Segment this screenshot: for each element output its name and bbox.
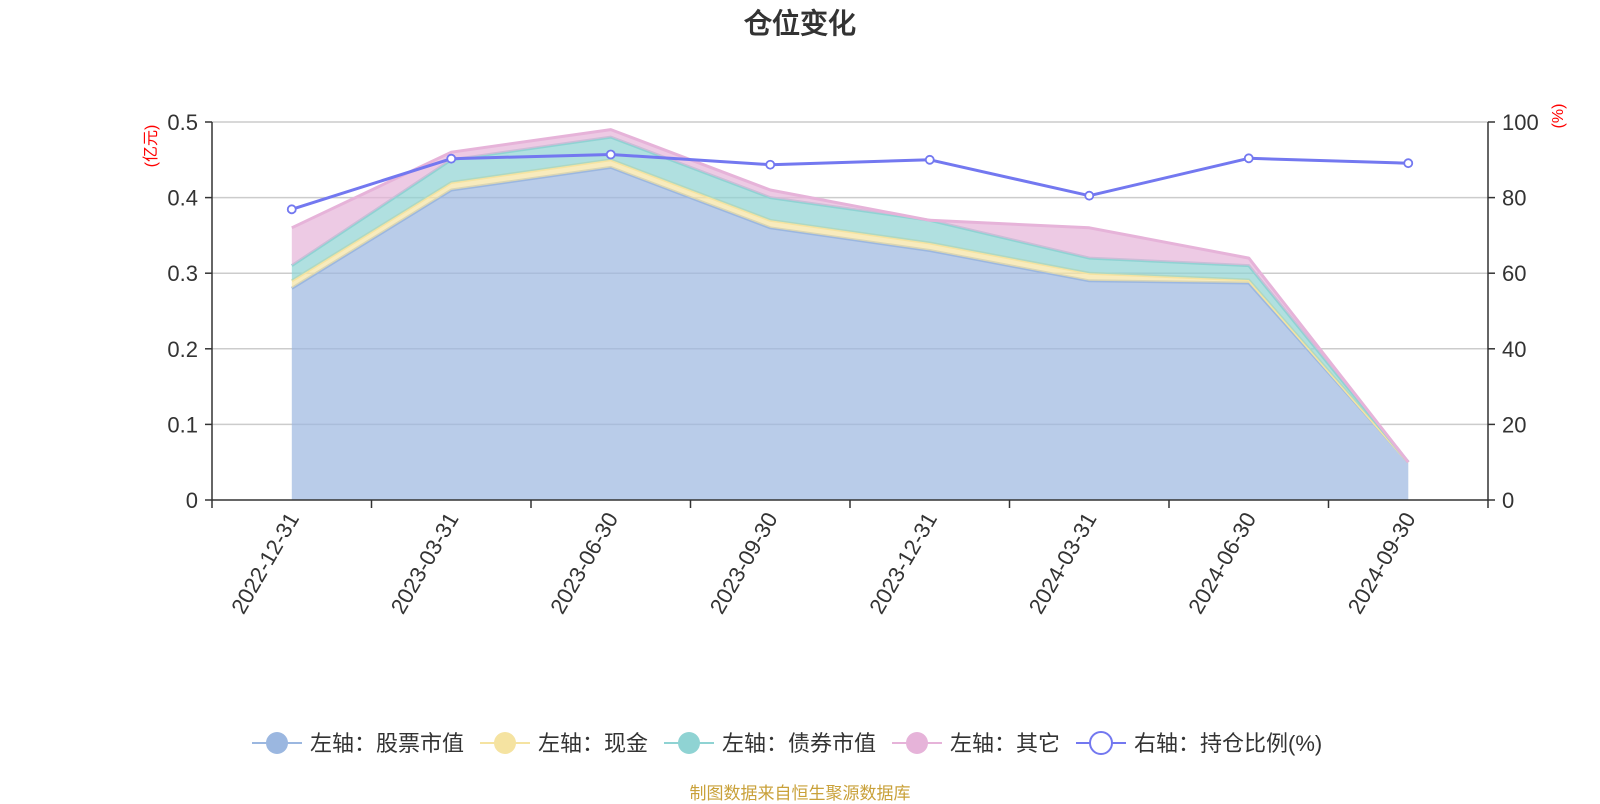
legend-item: 右轴：持仓比例(%) [1076,731,1322,756]
area-series-top-line-3 [291,128,1410,464]
legend-label: 左轴：其它 [950,731,1060,756]
x-axis-tick-label: 2023-06-30 [545,508,623,618]
x-axis-tick-label: 2023-03-31 [386,508,464,618]
ratio-point [446,153,457,164]
ratio-point [1403,158,1414,169]
left-axis-tick-label: 0.3 [167,261,198,286]
ratio-point [605,149,616,160]
legend-label: 左轴：现金 [538,731,648,756]
ratio-point [286,204,297,215]
right-axis-tick-label: 0 [1502,488,1514,513]
area-series-0 [291,167,1409,500]
legend-marker-icon [678,732,700,754]
left-axis-tick-label: 0.1 [167,412,198,437]
right-axis-unit: (%) [1550,104,1567,129]
right-axis-tick-label: 20 [1502,412,1526,437]
legend-item: 左轴：其它 [892,731,1060,756]
ratio-line [291,153,1409,211]
legend-marker-icon [906,732,928,754]
right-axis-tick-label: 40 [1502,337,1526,362]
legend-item: 左轴：债券市值 [664,731,876,756]
legend-label: 左轴：股票市值 [310,731,464,756]
x-axis-tick-label: 2024-06-30 [1183,508,1261,618]
legend-marker-icon [1089,731,1113,755]
ratio-point [1084,190,1095,201]
legend-marker-icon [266,732,288,754]
left-axis-tick-label: 0 [186,488,198,513]
right-axis-tick-label: 80 [1502,186,1526,211]
legend-item: 左轴：股票市值 [252,731,464,756]
ratio-line-layer [286,149,1414,215]
right-axis-tick-label: 100 [1502,110,1539,135]
legend: 左轴：股票市值 左轴：现金 左轴：债券市值 左轴：其它 右轴：持仓比例(%) [252,731,1322,756]
ratio-point [924,154,935,165]
x-axis-tick-label: 2024-09-30 [1343,508,1421,618]
x-axis-tick-label: 2022-12-31 [226,508,304,618]
stacked-areas [290,128,1410,500]
legend-label: 右轴：持仓比例(%) [1134,731,1322,756]
legend-item: 左轴：现金 [480,731,648,756]
x-axis-tick-label: 2023-12-31 [864,508,942,618]
ratio-point [1243,153,1254,164]
left-axis-tick-label: 0.2 [167,337,198,362]
legend-label: 左轴：债券市值 [722,731,876,756]
source-note: 制图数据来自恒生聚源数据库 [689,784,911,803]
left-axis-unit: (亿元) [142,125,160,168]
chart-title: 仓位变化 [743,8,856,39]
ratio-point [765,159,776,170]
x-axis-tick-label: 2023-09-30 [705,508,783,618]
legend-marker-icon [494,732,516,754]
x-axis-tick-label: 2024-03-31 [1024,508,1102,618]
left-axis-tick-label: 0.4 [167,186,198,211]
right-axis-tick-label: 60 [1502,261,1526,286]
left-axis-tick-label: 0.5 [167,110,198,135]
